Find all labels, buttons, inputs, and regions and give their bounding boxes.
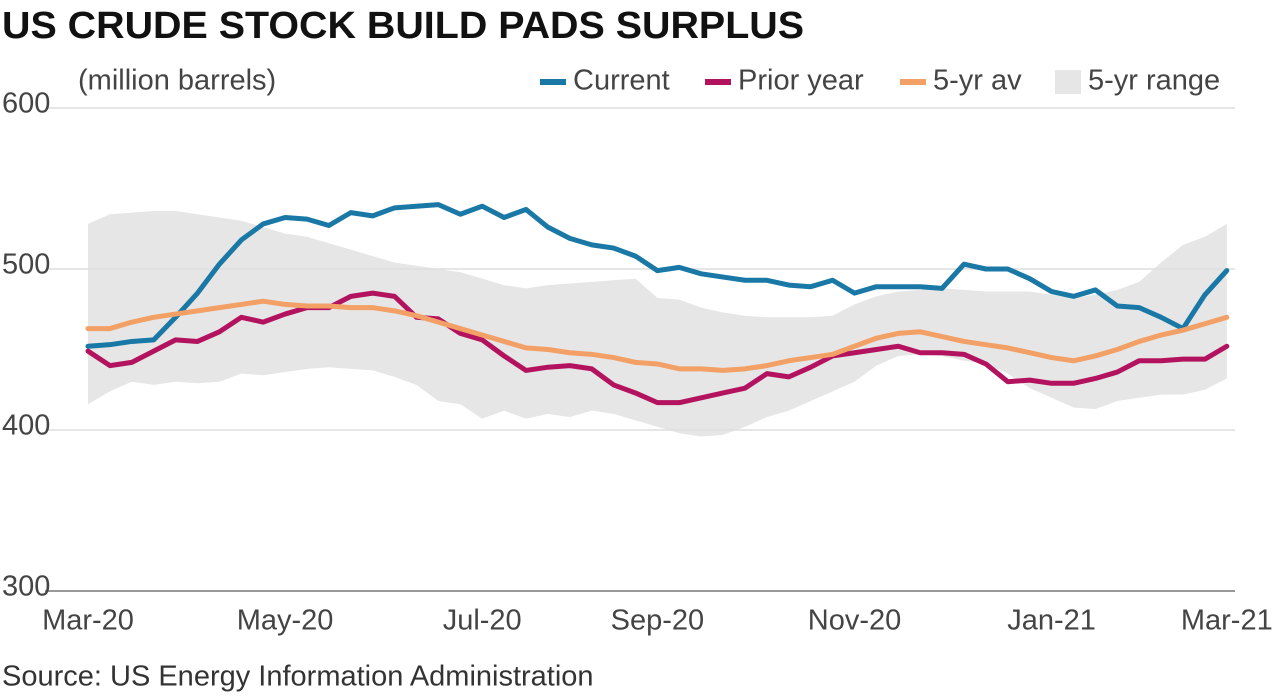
y-tick-label: 600: [2, 88, 50, 120]
x-tick-label: May-20: [237, 605, 334, 637]
legend-label: 5-yr av: [933, 65, 1022, 97]
line: [85, 202, 1230, 349]
source: Source: US Energy Information Administra…: [2, 661, 594, 693]
y-tick-label: 400: [2, 410, 50, 442]
legend-label: Current: [573, 65, 670, 97]
x-tick-label: Sep-20: [611, 605, 705, 637]
x-tick-label: Nov-20: [808, 605, 902, 637]
y-axis-label: (million barrels): [78, 65, 276, 97]
line: [85, 290, 1230, 406]
x-tick-label: Jul-20: [443, 605, 522, 637]
x-tick-label: Jan-21: [1007, 605, 1096, 637]
chart-title: US CRUDE STOCK BUILD PADS SURPLUS: [2, 5, 804, 47]
legend-swatch: [1055, 70, 1081, 94]
range-band: [88, 211, 1227, 437]
legend-label: Prior year: [738, 65, 864, 97]
line: [85, 298, 1230, 373]
legend-label: 5-yr range: [1088, 65, 1220, 97]
y-tick-label: 300: [2, 571, 50, 603]
y-tick-label: 500: [2, 249, 50, 281]
x-tick-label: Mar-20: [42, 605, 134, 637]
x-tick-label: Mar-21: [1181, 605, 1273, 637]
